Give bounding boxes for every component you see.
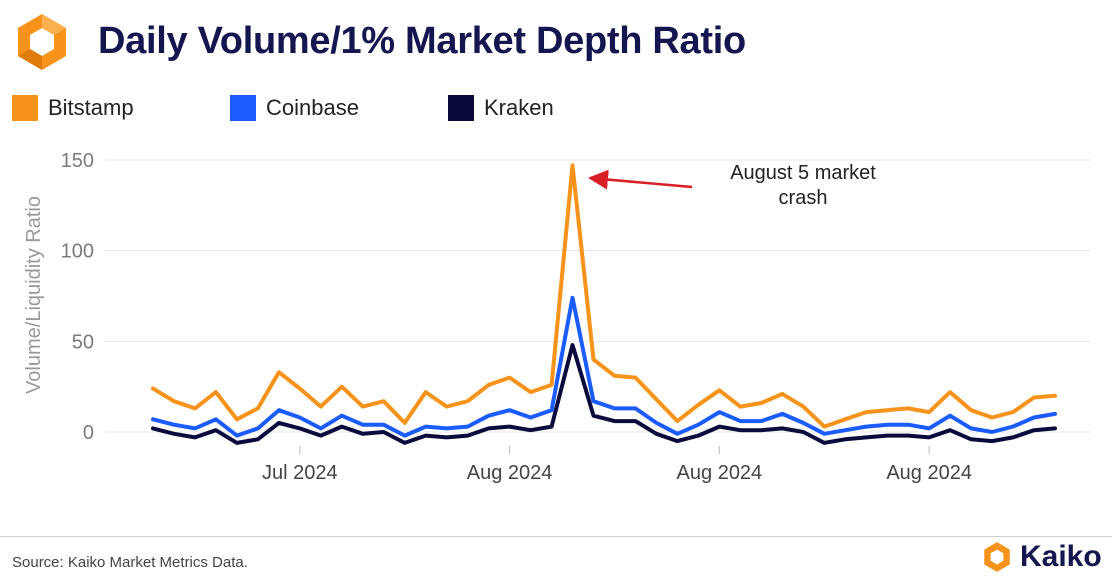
legend-item-bitstamp: Bitstamp [12,94,134,122]
y-tick-label: 150 [61,150,94,172]
y-axis-ticks: 0 50 100 150 [61,150,94,444]
legend-swatch-coinbase [230,95,256,121]
series-line-kraken [151,343,1057,445]
y-axis-title: Volume/Liquidity Ratio [23,196,45,394]
legend-item-kraken: Kraken [448,94,554,122]
y-tick-label: 0 [83,422,94,444]
legend-label: Kraken [484,95,554,120]
series-lines [151,163,1057,445]
annotation-line-2: crash [779,187,828,209]
annotation-line-1: August 5 market [730,162,876,184]
brand-name: Kaiko [1020,540,1102,573]
series-line-coinbase [151,295,1057,438]
x-axis-ticks: Jul 2024 Aug 2024 Aug 2024 Aug 2024 [262,446,972,484]
page-title: Daily Volume/1% Market Depth Ratio [98,20,746,62]
kaiko-logo-icon [18,14,66,70]
legend-label: Coinbase [266,95,359,120]
series-line-bitstamp [151,163,1057,429]
annotation-arrow [588,169,693,190]
y-tick-label: 50 [72,331,94,353]
legend-item-coinbase: Coinbase [230,94,359,122]
x-tick-label: Aug 2024 [886,462,972,484]
legend-swatch-bitstamp [12,95,38,121]
footer-divider [0,536,1112,537]
x-tick-label: Jul 2024 [262,462,338,484]
line-chart: 0 50 100 150 Jul 2024 Aug 2024 Aug 2024 Aug 20… [23,150,1090,484]
x-tick-label: Aug 2024 [677,462,763,484]
annotation: August 5 market crash [588,162,876,209]
y-tick-label: 100 [61,241,94,263]
source-note: Source: Kaiko Market Metrics Data. [12,554,248,571]
legend-swatch-kraken [448,95,474,121]
kaiko-hexagon-icon [984,542,1010,572]
x-tick-label: Aug 2024 [467,462,553,484]
grid-lines [105,159,1090,433]
brand-logo: Kaiko [980,540,1102,574]
legend-label: Bitstamp [48,95,134,120]
